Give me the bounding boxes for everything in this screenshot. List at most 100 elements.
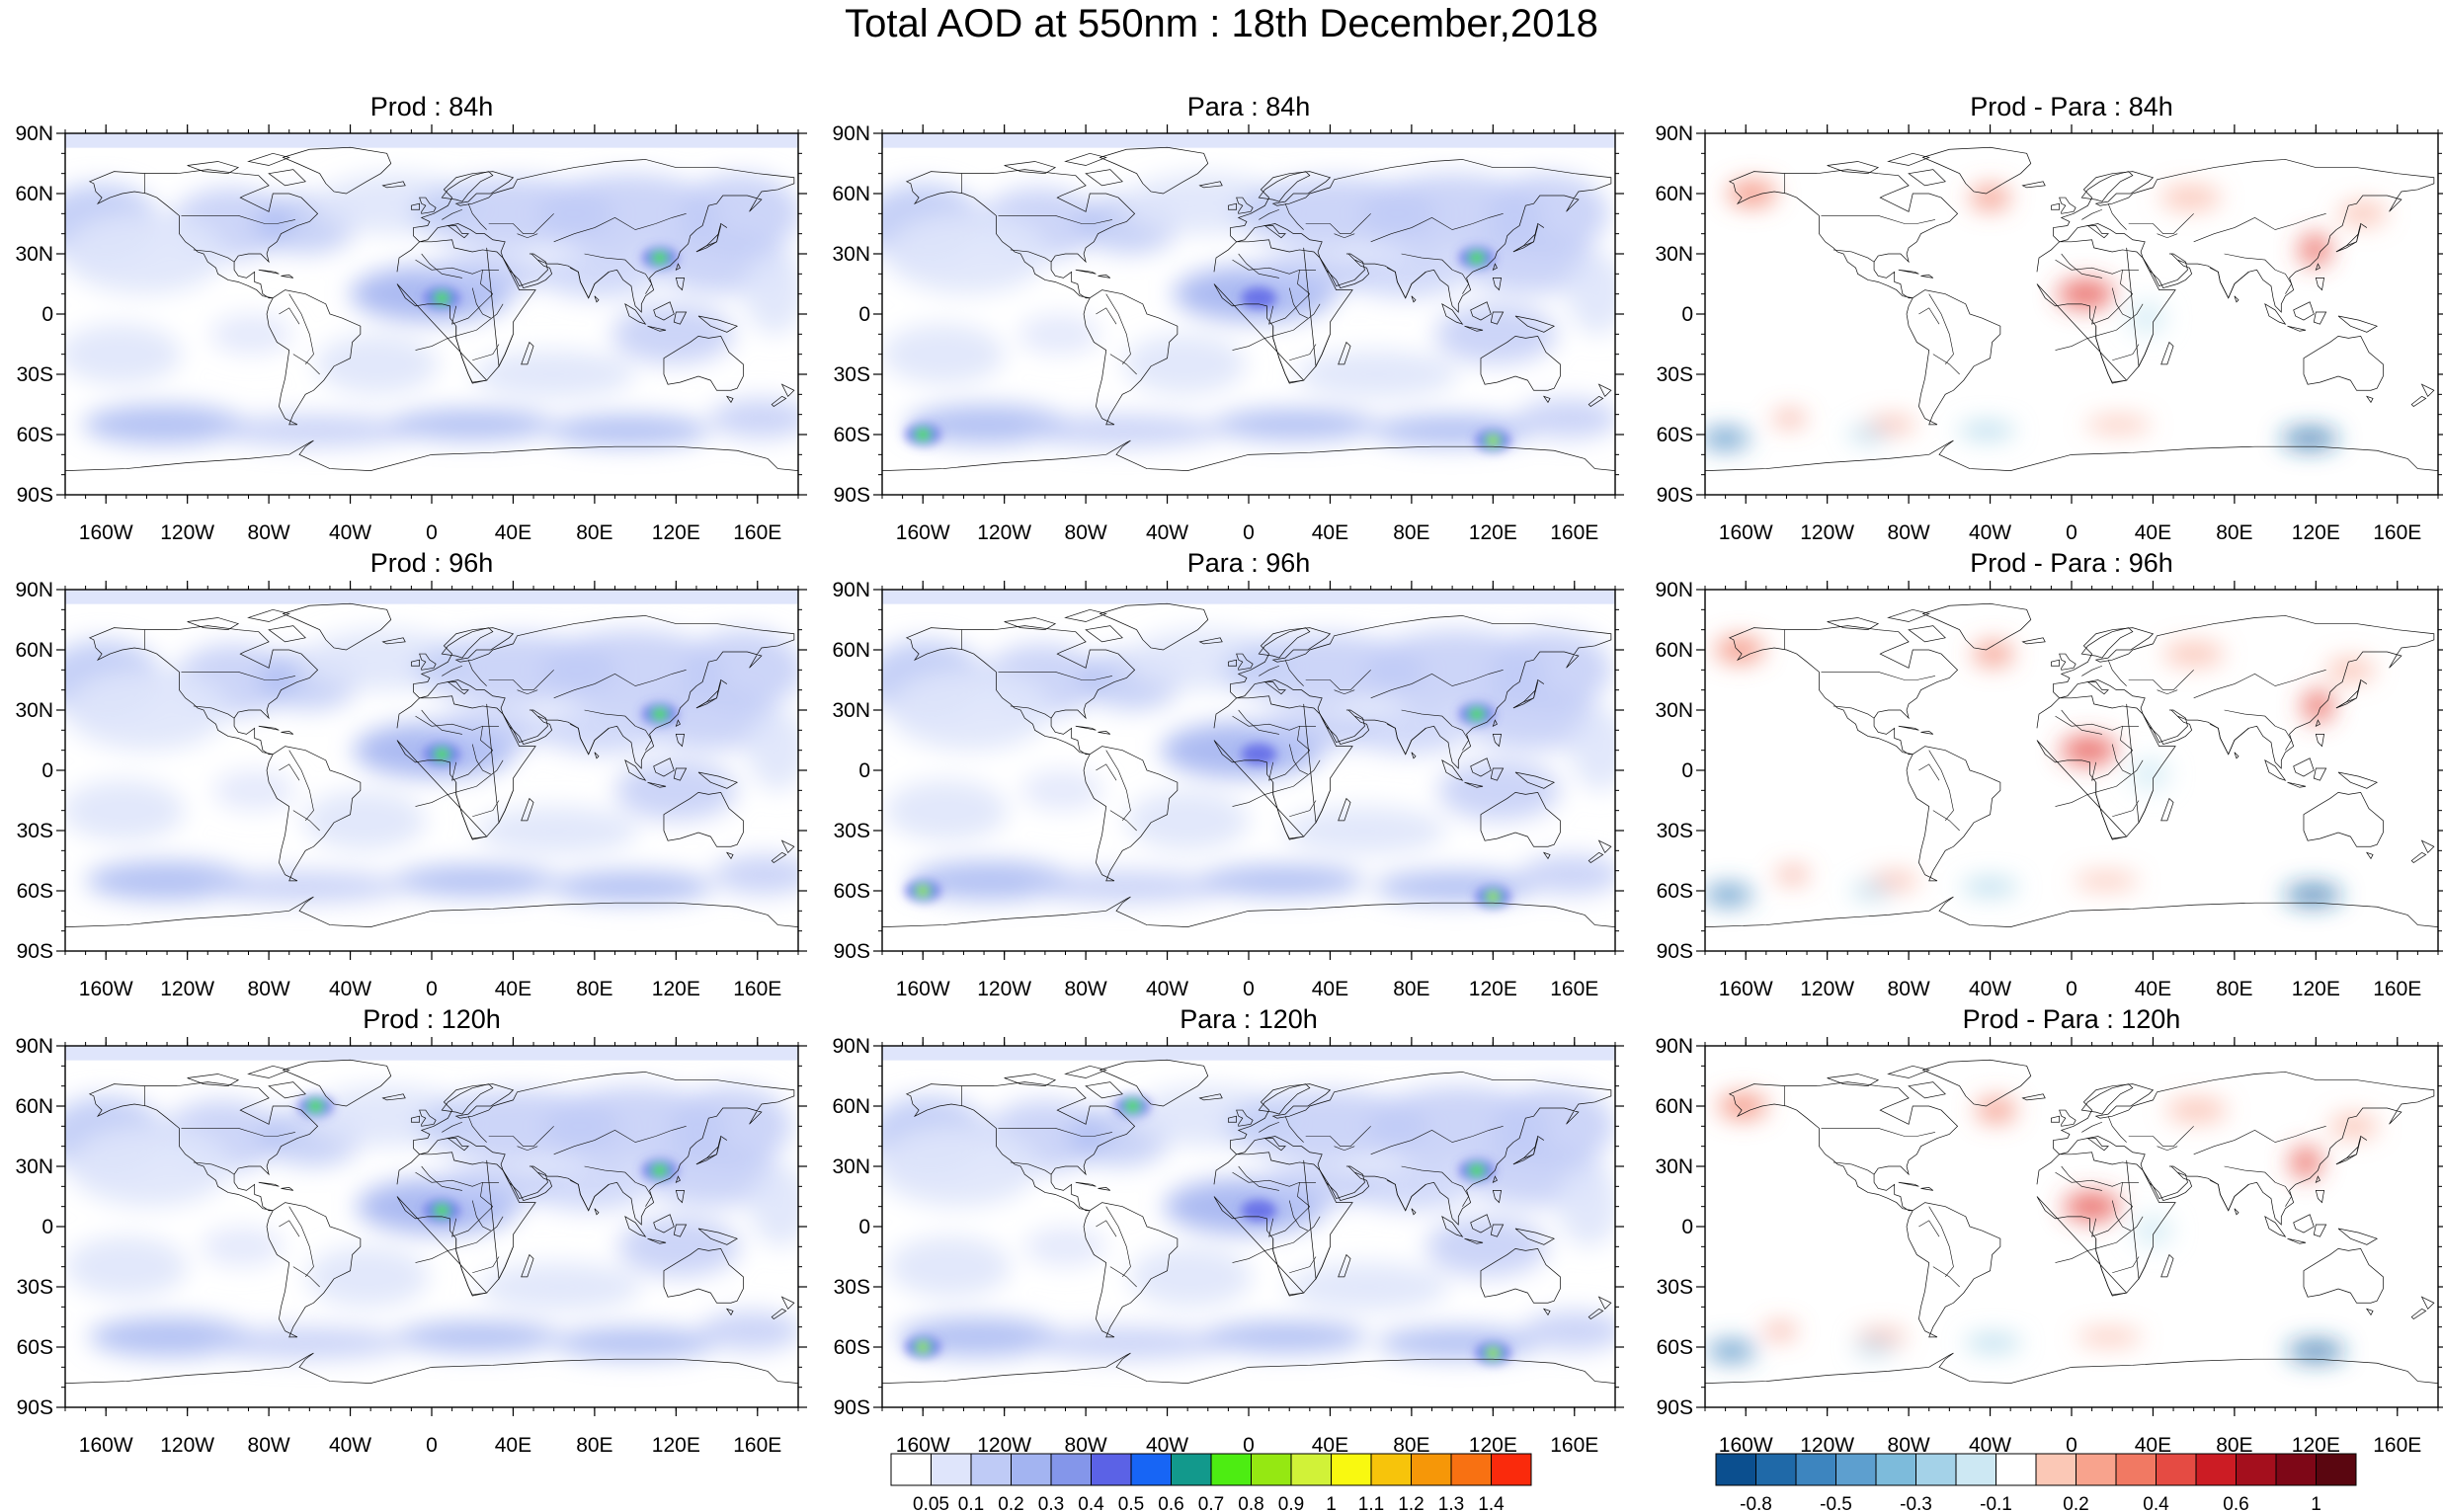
field-patch — [1523, 1311, 1615, 1352]
field-patch — [303, 790, 426, 851]
data-field — [65, 1046, 798, 1407]
field-patch — [1763, 1322, 1797, 1339]
feature-halo — [1241, 1199, 1277, 1222]
field-patch — [1346, 705, 1470, 755]
field-patch — [888, 670, 1052, 751]
field-patch — [750, 1166, 798, 1247]
polar-band — [65, 590, 798, 604]
map-panel-3: Prod - Para : 84h 160W 120W 80W 40W 0 40E 80E 12… — [1655, 92, 2443, 544]
lon-tick-label: 40W — [329, 1434, 371, 1457]
panel-title: Prod - Para : 120h — [1963, 1004, 2181, 1034]
lon-tick-label: 40W — [1969, 1434, 2011, 1457]
field-patch — [1204, 1320, 1368, 1354]
colorbar-swatch — [1450, 1453, 1492, 1486]
data-field — [882, 1046, 1615, 1407]
lon-tick-label: 0 — [1243, 521, 1255, 544]
colorbar-swatch — [1715, 1453, 1756, 1486]
field-patch — [885, 780, 1008, 841]
field-patch — [885, 213, 1048, 294]
lon-tick-label: 120E — [652, 521, 700, 544]
lat-tick-label: 0 — [41, 303, 53, 326]
panel-title: Para : 120h — [1180, 1004, 1318, 1034]
field-patch — [1715, 637, 1764, 663]
field-patch — [475, 806, 639, 855]
lon-tick-label: 0 — [426, 521, 438, 544]
colorbar-swatch — [2115, 1453, 2157, 1486]
field-patch — [1705, 884, 1753, 906]
lon-tick-label: 80W — [248, 521, 290, 544]
lon-tick-label: 40E — [1312, 1434, 1348, 1457]
field-patch — [1024, 1227, 1106, 1267]
lat-tick-label: 30N — [1655, 699, 1693, 722]
data-field — [1705, 1046, 2438, 1407]
aod-colorbar: 0.05 0.1 0.2 0.3 0.4 0.5 0.6 0.7 0.8 0.9 1 1.1 1.2 1.… — [890, 1453, 1532, 1512]
lon-tick-label: 80E — [1393, 978, 1429, 1000]
feature-peak — [1489, 438, 1498, 444]
lon-tick-label: 120W — [977, 521, 1031, 544]
field-patch — [1283, 806, 1446, 855]
lon-tick-label: 80W — [248, 978, 290, 1000]
lon-tick-label: 160W — [1719, 521, 1773, 544]
field-patch — [639, 689, 782, 751]
lon-tick-label: 80E — [1393, 1434, 1429, 1457]
field-patch — [1493, 1085, 1615, 1167]
field-patch — [882, 1126, 1039, 1207]
colorbar-swatch — [2236, 1453, 2277, 1486]
colorbar-swatch — [1091, 1453, 1132, 1486]
field-patch — [2284, 884, 2342, 906]
colorbar-label: 1.1 — [1358, 1494, 1384, 1512]
field-patch — [2063, 1192, 2121, 1221]
panel-title: Para : 96h — [1187, 548, 1311, 578]
lon-tick-label: 160E — [1550, 1434, 1598, 1457]
field-patch — [1773, 410, 1807, 427]
field-patch — [1520, 854, 1615, 896]
lon-tick-label: 80E — [2216, 978, 2252, 1000]
lon-tick-label: 80E — [2216, 521, 2252, 544]
colorbar-label: 1.2 — [1398, 1494, 1424, 1512]
field-patch — [536, 249, 659, 298]
lat-tick-label: 0 — [858, 759, 870, 782]
field-patch — [1490, 629, 1612, 710]
field-patch — [1425, 1216, 1548, 1277]
field-patch — [537, 173, 721, 254]
field-patch — [1964, 1334, 2022, 1352]
field-patch — [1853, 1338, 1895, 1356]
lat-tick-label: 60N — [832, 639, 870, 662]
lon-tick-label: 80E — [2216, 1434, 2252, 1457]
field-patch — [617, 1216, 741, 1277]
lat-tick-label: 60N — [15, 1095, 53, 1118]
field-patch — [682, 629, 798, 710]
field-patch — [747, 710, 798, 791]
field-patch — [2328, 1114, 2379, 1139]
map-panel-1: Prod : 84h 160W 120W 80W 40W 0 40E 80E 120E 160E 9… — [15, 92, 807, 544]
colorbar-swatch — [1290, 1453, 1332, 1486]
field-patch — [2132, 1214, 2174, 1247]
field-patch — [1718, 1093, 1767, 1119]
lon-tick-label: 160E — [733, 1434, 781, 1457]
colorbar-label: 0.8 — [1238, 1494, 1263, 1512]
colorbar-label: 0.4 — [1078, 1494, 1104, 1512]
colorbar-swatch — [890, 1453, 932, 1486]
lat-tick-label: 90S — [1657, 940, 1693, 963]
lon-tick-label: 80E — [576, 521, 612, 544]
field-patch — [2162, 641, 2225, 667]
colorbar-label: 0.1 — [958, 1494, 984, 1512]
colorbar-swatch — [1491, 1453, 1532, 1486]
lon-tick-label: 120W — [160, 1434, 214, 1457]
panel-title: Prod : 84h — [370, 92, 494, 121]
colorbar-swatch — [1370, 1453, 1412, 1486]
field-patch — [2289, 1146, 2322, 1179]
lat-tick-label: 30S — [1657, 1276, 1693, 1299]
colorbar-swatch — [1411, 1453, 1452, 1486]
data-field — [882, 590, 1615, 951]
lon-tick-label: 40W — [1146, 521, 1188, 544]
colorbar-label: 1 — [1326, 1494, 1337, 1512]
lat-tick-label: 30S — [17, 1276, 53, 1299]
lat-tick-label: 90S — [1657, 1396, 1693, 1419]
lon-tick-label: 120E — [2292, 1434, 2340, 1457]
field-patch — [2077, 1328, 2143, 1345]
lon-tick-label: 120W — [977, 1434, 1031, 1457]
lon-tick-label: 0 — [426, 1434, 438, 1457]
lat-tick-label: 30N — [832, 1155, 870, 1178]
field-patch — [1286, 1262, 1450, 1312]
